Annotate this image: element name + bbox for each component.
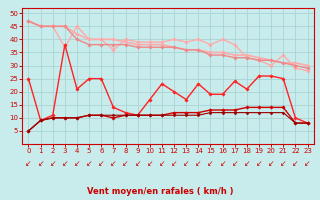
Text: ↙: ↙ (25, 160, 32, 168)
Text: ↙: ↙ (50, 160, 56, 168)
Text: ↙: ↙ (256, 160, 262, 168)
Text: ↙: ↙ (98, 160, 104, 168)
Text: ↙: ↙ (122, 160, 129, 168)
Text: ↙: ↙ (207, 160, 214, 168)
Text: ↙: ↙ (244, 160, 250, 168)
Text: ↙: ↙ (183, 160, 189, 168)
Text: ↙: ↙ (62, 160, 68, 168)
Text: ↙: ↙ (134, 160, 141, 168)
Text: ↙: ↙ (147, 160, 153, 168)
Text: ↙: ↙ (110, 160, 116, 168)
Text: ↙: ↙ (280, 160, 286, 168)
Text: ↙: ↙ (232, 160, 238, 168)
Text: ↙: ↙ (304, 160, 311, 168)
Text: ↙: ↙ (159, 160, 165, 168)
Text: Vent moyen/en rafales ( km/h ): Vent moyen/en rafales ( km/h ) (87, 188, 233, 196)
Text: ↙: ↙ (220, 160, 226, 168)
Text: ↙: ↙ (195, 160, 202, 168)
Text: ↙: ↙ (171, 160, 177, 168)
Text: ↙: ↙ (268, 160, 274, 168)
Text: ↙: ↙ (86, 160, 92, 168)
Text: ↙: ↙ (37, 160, 44, 168)
Text: ↙: ↙ (292, 160, 299, 168)
Text: ↙: ↙ (74, 160, 80, 168)
